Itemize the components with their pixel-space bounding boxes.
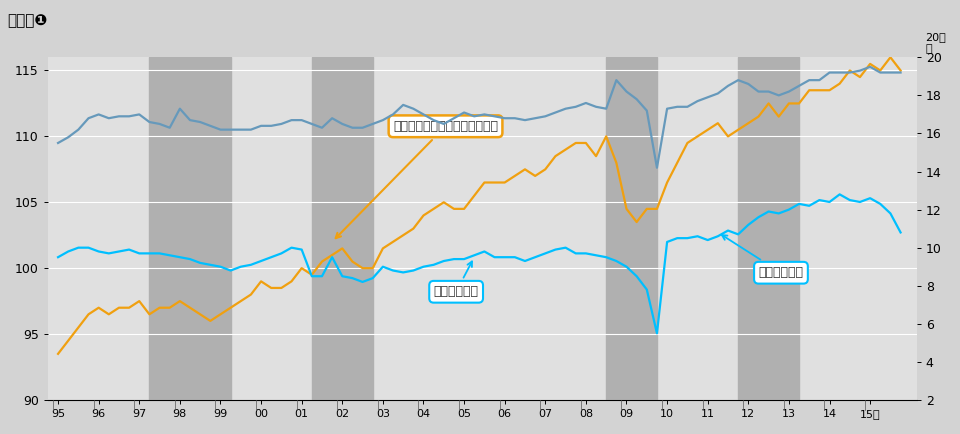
Text: 労働者の頑張り（労働生産性）: 労働者の頑張り（労働生産性） [336,120,498,238]
Text: 20兆
円: 20兆 円 [925,32,947,54]
Text: 労働者の賃金: 労働者の賃金 [722,235,804,279]
Bar [738,57,799,400]
Bar [312,57,372,400]
Bar [150,57,230,400]
Bar [606,57,657,400]
Text: 企業のもうけ: 企業のもうけ [434,261,479,298]
Text: グラフ❶: グラフ❶ [8,13,48,28]
